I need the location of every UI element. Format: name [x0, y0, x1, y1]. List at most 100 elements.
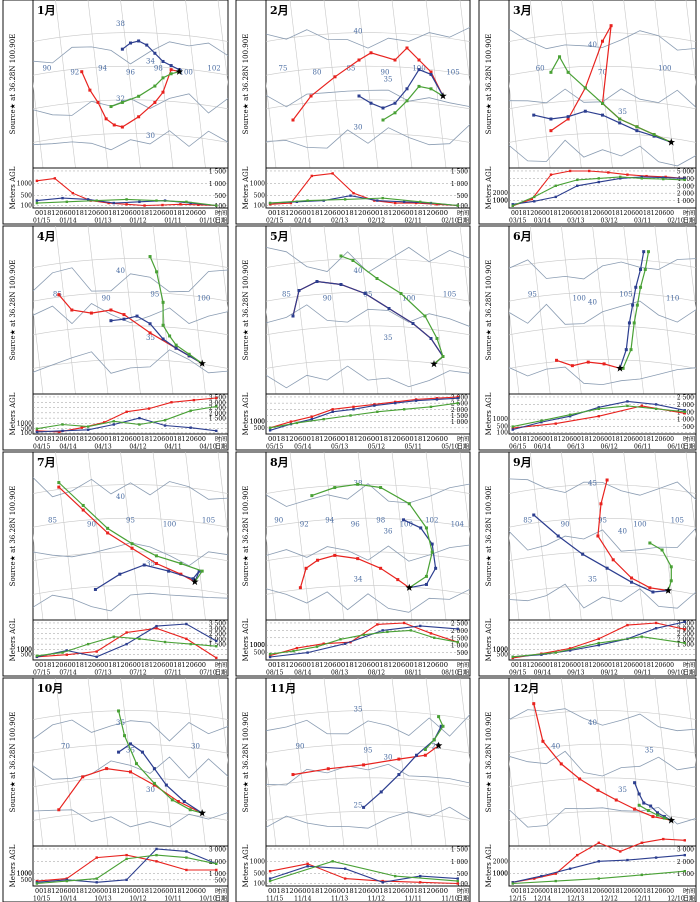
altitude-marker	[215, 396, 218, 400]
trajectory-marker	[106, 531, 110, 535]
trajectory-marker	[57, 485, 61, 489]
altitude-marker	[597, 406, 600, 409]
altitude-marker	[147, 407, 151, 410]
altitude-marker	[435, 396, 439, 400]
alt-tick-label: 2 500	[209, 405, 226, 412]
alt-tick-label: 2 000	[451, 628, 468, 635]
alt-tick-left: 100	[254, 881, 266, 888]
lon-label: 40	[551, 743, 560, 751]
trajectory-marker	[297, 289, 301, 292]
alt-tick-label: 100	[457, 203, 469, 210]
date-label: 03/15	[509, 218, 526, 225]
month-label: 3月	[513, 4, 532, 17]
alt-tick-left: 500	[21, 193, 33, 200]
altitude-marker	[112, 201, 115, 205]
altitude-marker	[597, 415, 600, 418]
altitude-marker	[65, 653, 68, 656]
altitude-marker	[107, 201, 110, 205]
date-axis-label: 日期	[215, 443, 227, 451]
trajectory-marker	[120, 47, 124, 51]
trajectory-marker	[441, 724, 445, 728]
altitude-marker	[322, 642, 325, 645]
altitude-marker	[95, 655, 98, 659]
hour-ticks: 0018120600181206001812060018120600181206…	[268, 662, 448, 669]
alt-tick-left: 1000	[250, 642, 265, 649]
altitude-marker	[511, 425, 514, 428]
trajectory-marker	[351, 259, 355, 262]
altitude-marker	[306, 865, 309, 868]
source-star-icon	[439, 92, 447, 100]
hour-ticks: 0018120600181206001812060018120600181206…	[511, 662, 674, 669]
altitude-marker	[456, 879, 459, 883]
altitude-marker	[683, 177, 686, 180]
alt-tick-label: 2 500	[451, 620, 468, 627]
altitude-marker	[554, 195, 557, 199]
hour-ticks: 0018120600181206001812060018120600181206…	[35, 210, 206, 217]
altitude-marker	[143, 204, 146, 207]
trajectory-marker	[559, 762, 563, 766]
altitude-marker	[683, 178, 686, 182]
altitude-marker	[619, 850, 622, 853]
trajectory-marker	[669, 579, 673, 583]
lon-label: 100	[400, 521, 413, 529]
trajectory-marker	[549, 70, 553, 74]
alt-axis-label: Meters AGL	[9, 392, 17, 435]
date-axis-label: 日期	[683, 443, 695, 451]
trajectory-marker	[179, 572, 183, 576]
date-label: 09/15	[509, 670, 526, 677]
alt-tick-left: 500	[254, 650, 266, 657]
alt-tick-left: 1000	[250, 642, 265, 649]
date-axis-label: 日期	[683, 895, 695, 902]
trajectory-marker	[167, 569, 171, 573]
trajectory-marker	[129, 770, 132, 774]
alt-axis-label: Meters AGL	[242, 166, 250, 209]
alt-axis-label: Meters AGL	[485, 844, 493, 887]
alt-tick-label: 2 000	[677, 859, 694, 866]
alt-tick-left: 1000	[493, 871, 508, 878]
altitude-line	[269, 622, 458, 657]
alt-tick-left: 500	[497, 652, 509, 659]
altitude-marker	[456, 204, 459, 207]
trajectory-marker	[629, 348, 633, 352]
trajectory-marker	[614, 798, 618, 802]
alt-tick-label: 1 000	[209, 871, 226, 878]
altitude-marker	[576, 853, 579, 857]
altitude-marker	[61, 196, 64, 200]
altitude-marker	[533, 200, 536, 203]
trajectory-marker	[148, 331, 152, 335]
trajectory-marker	[142, 563, 146, 567]
lat-label: 45	[588, 480, 597, 488]
source-label: Source★ at 36.28N 100.90E	[242, 260, 250, 361]
altitude-marker	[435, 203, 439, 206]
hour-ticks: 0018120600181206001812060018120600181206…	[268, 436, 448, 443]
lon-label: 35	[645, 747, 654, 755]
source-star-icon	[616, 364, 624, 372]
lon-label: 100	[402, 295, 415, 303]
date-label: 05/14	[294, 444, 311, 451]
trajectory-marker	[411, 322, 415, 325]
lon-label: 96	[126, 69, 135, 77]
trajectory-marker	[187, 352, 191, 356]
altitude-marker	[597, 860, 600, 863]
alt-tick-label: 3 500	[677, 620, 694, 627]
trajectory-marker	[174, 346, 178, 350]
altitude-marker	[65, 200, 68, 204]
alt-tick-label: 500	[457, 193, 469, 200]
altitude-marker	[683, 412, 686, 415]
trajectory-marker	[669, 565, 673, 569]
altitude-marker	[626, 173, 629, 176]
trajectory-marker	[93, 587, 97, 591]
trajectory-marker	[137, 39, 141, 43]
trajectory-marker	[532, 113, 536, 117]
lat-label: 34	[354, 576, 363, 584]
trajectory-marker	[333, 75, 337, 79]
date-label: 04/11	[164, 444, 181, 451]
alt-tick-label: 3 000	[451, 394, 468, 401]
alt-tick-left: 500	[254, 425, 266, 432]
trajectory-marker	[109, 319, 113, 323]
lon-label: 70	[598, 69, 607, 77]
alt-tick-label: 3 500	[209, 620, 226, 627]
date-label: 08/15	[266, 670, 283, 677]
trajectory-marker	[333, 486, 337, 490]
date-label: 12/13	[567, 896, 584, 902]
